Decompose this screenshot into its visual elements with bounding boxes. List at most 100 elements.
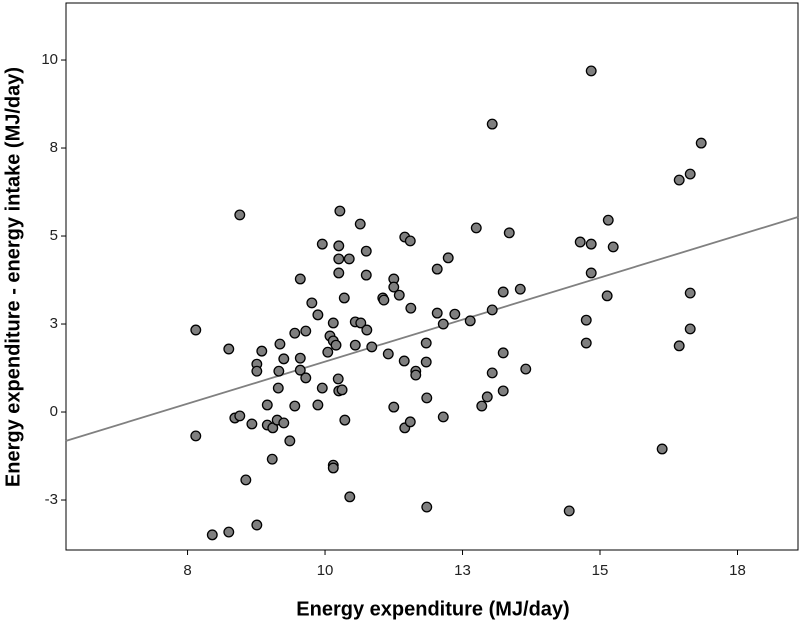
data-point <box>360 245 372 257</box>
data-point <box>382 348 394 360</box>
data-point <box>673 340 685 352</box>
data-point <box>333 240 345 252</box>
data-point <box>470 222 482 234</box>
data-point <box>393 289 405 301</box>
y-tick-label: 0 <box>50 403 58 420</box>
trend-line <box>65 216 799 442</box>
data-point <box>388 281 400 293</box>
x-tick-label: 18 <box>729 562 746 579</box>
data-point <box>360 269 372 281</box>
data-point <box>274 338 286 350</box>
x-tick-label: 13 <box>454 562 471 579</box>
data-point <box>343 253 355 265</box>
data-point <box>431 263 443 275</box>
data-point <box>695 137 707 149</box>
x-tick-label: 10 <box>317 562 334 579</box>
data-point <box>673 174 685 186</box>
data-point <box>585 65 597 77</box>
data-point <box>190 324 202 336</box>
data-point <box>330 339 342 351</box>
y-tick-label: 3 <box>50 315 58 332</box>
data-point <box>289 400 301 412</box>
plot-frame <box>65 2 799 551</box>
data-point <box>420 337 432 349</box>
data-point <box>234 209 246 221</box>
data-point <box>333 253 345 265</box>
x-tick-label: 15 <box>592 562 609 579</box>
data-point <box>503 227 515 239</box>
data-point <box>316 238 328 250</box>
data-point <box>206 529 218 541</box>
y-tick-label: 10 <box>41 51 58 68</box>
data-point <box>481 391 493 403</box>
data-point <box>338 292 350 304</box>
data-point <box>486 367 498 379</box>
data-point <box>420 356 432 368</box>
data-point <box>404 416 416 428</box>
data-point <box>684 323 696 335</box>
data-point <box>574 236 586 248</box>
data-point <box>563 505 575 517</box>
data-point <box>398 355 410 367</box>
data-point <box>322 346 334 358</box>
data-point <box>336 384 348 396</box>
data-point <box>354 218 366 230</box>
data-point <box>388 401 400 413</box>
data-point <box>684 287 696 299</box>
data-point <box>190 430 202 442</box>
data-point <box>294 352 306 364</box>
data-point <box>585 267 597 279</box>
data-point <box>261 399 273 411</box>
data-point <box>344 491 356 503</box>
data-point <box>278 417 290 429</box>
data-point <box>602 214 614 226</box>
data-point <box>256 345 268 357</box>
data-point <box>332 373 344 385</box>
data-point <box>355 317 367 329</box>
data-point <box>251 519 263 531</box>
data-point <box>278 353 290 365</box>
y-tick-label: 8 <box>50 139 58 156</box>
data-point <box>431 307 443 319</box>
data-point <box>580 337 592 349</box>
data-point <box>334 205 346 217</box>
data-point <box>437 318 449 330</box>
data-point <box>656 443 668 455</box>
y-tick-label: -3 <box>45 491 58 508</box>
data-point <box>234 410 246 422</box>
data-point <box>366 341 378 353</box>
data-point <box>361 324 373 336</box>
data-point <box>223 343 235 355</box>
data-point <box>240 474 252 486</box>
data-point <box>404 235 416 247</box>
data-point <box>497 347 509 359</box>
data-point <box>607 241 619 253</box>
data-point <box>421 392 433 404</box>
data-point <box>349 339 361 351</box>
data-point <box>300 372 312 384</box>
y-tick-label: 5 <box>50 227 58 244</box>
data-point <box>476 400 488 412</box>
data-point <box>333 267 345 279</box>
data-point <box>294 364 306 376</box>
data-point <box>464 315 476 327</box>
data-point <box>266 453 278 465</box>
data-point <box>497 286 509 298</box>
data-point <box>316 382 328 394</box>
data-point <box>449 308 461 320</box>
data-point <box>223 526 235 538</box>
data-point <box>585 238 597 250</box>
y-axis-title: Energy expenditure - energy intake (MJ/d… <box>2 67 24 487</box>
data-point <box>514 283 526 295</box>
data-point <box>410 369 422 381</box>
data-point <box>684 168 696 180</box>
data-point <box>300 325 312 337</box>
data-point <box>442 252 454 264</box>
data-point <box>312 399 324 411</box>
data-point <box>486 118 498 130</box>
data-point <box>327 462 339 474</box>
data-point <box>378 294 390 306</box>
data-point <box>327 317 339 329</box>
data-point <box>520 363 532 375</box>
